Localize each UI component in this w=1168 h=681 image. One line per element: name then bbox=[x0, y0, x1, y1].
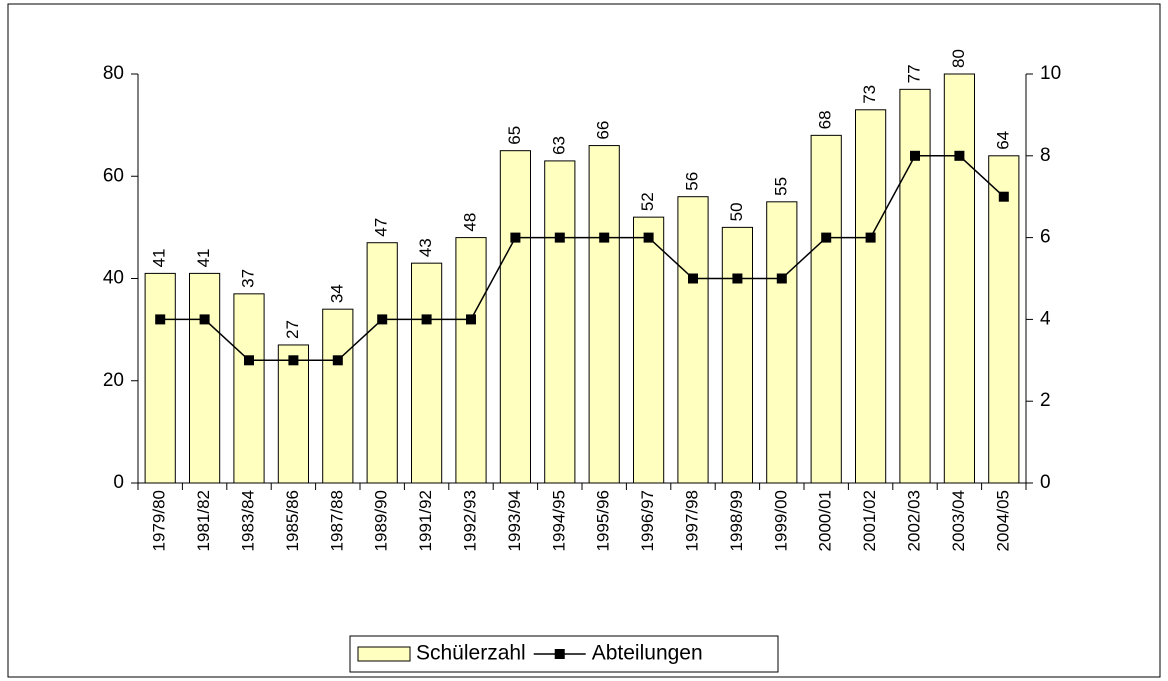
x-tick-label: 1996/97 bbox=[638, 490, 657, 551]
y-tick-label: 60 bbox=[103, 165, 124, 186]
x-tick-label: 2004/05 bbox=[993, 490, 1012, 551]
data-label: 77 bbox=[904, 64, 923, 83]
line-marker bbox=[643, 232, 654, 243]
data-label: 56 bbox=[682, 172, 701, 191]
line-marker bbox=[732, 273, 743, 284]
bar bbox=[277, 344, 309, 484]
data-label: 34 bbox=[327, 284, 346, 303]
line-marker bbox=[288, 355, 299, 366]
data-label: 43 bbox=[416, 238, 435, 257]
line-marker bbox=[688, 273, 698, 284]
x-tick-label: 1987/88 bbox=[327, 490, 346, 551]
data-label: 47 bbox=[372, 218, 391, 237]
x-tick-label: 1998/99 bbox=[727, 490, 746, 551]
bar bbox=[455, 237, 487, 484]
bar bbox=[544, 160, 576, 484]
bar bbox=[233, 293, 265, 484]
y-tick-label: 80 bbox=[103, 63, 124, 84]
data-label: 63 bbox=[549, 136, 568, 155]
x-tick-label: 1979/80 bbox=[150, 490, 169, 551]
legend-label: Schülerzahl bbox=[416, 642, 526, 665]
line-marker bbox=[510, 232, 521, 243]
x-tick-label: 1997/98 bbox=[682, 490, 701, 551]
x-tick-label: 1995/96 bbox=[594, 490, 613, 551]
line-marker bbox=[776, 273, 787, 284]
y-tick-label: 0 bbox=[113, 472, 124, 493]
line-marker bbox=[865, 232, 876, 243]
line-marker bbox=[421, 314, 432, 325]
line-marker bbox=[998, 191, 1009, 202]
bar bbox=[810, 134, 842, 484]
bar bbox=[766, 201, 798, 484]
bar bbox=[899, 88, 931, 484]
x-tick-label: 2002/03 bbox=[904, 490, 923, 551]
data-label: 41 bbox=[194, 248, 213, 267]
line-marker bbox=[244, 355, 254, 366]
y2-tick-label: 10 bbox=[1040, 63, 1061, 84]
bar bbox=[855, 109, 887, 484]
bar bbox=[411, 262, 443, 484]
data-label: 73 bbox=[860, 85, 879, 104]
bar bbox=[988, 155, 1020, 484]
x-tick-label: 1981/82 bbox=[194, 490, 213, 551]
data-label: 55 bbox=[771, 177, 790, 196]
line-marker bbox=[466, 314, 476, 325]
line-marker bbox=[910, 150, 920, 161]
y2-tick-label: 0 bbox=[1040, 472, 1051, 493]
x-tick-label: 1983/84 bbox=[238, 490, 257, 551]
x-tick-label: 1989/90 bbox=[372, 490, 391, 551]
bar bbox=[633, 216, 665, 484]
y2-tick-label: 2 bbox=[1040, 390, 1051, 411]
bar bbox=[588, 145, 620, 484]
bar bbox=[366, 242, 398, 484]
chart-frame bbox=[7, 3, 1161, 678]
x-tick-label: 1999/00 bbox=[771, 490, 790, 551]
line-marker bbox=[332, 355, 343, 366]
bar bbox=[189, 272, 221, 484]
data-label: 66 bbox=[594, 121, 613, 140]
line-marker bbox=[554, 232, 565, 243]
line-marker bbox=[377, 314, 388, 325]
legend-swatch bbox=[357, 646, 411, 662]
bar bbox=[721, 226, 753, 484]
bar bbox=[943, 73, 975, 484]
data-label: 68 bbox=[816, 110, 835, 129]
x-tick-label: 2001/02 bbox=[860, 490, 879, 551]
legend-swatch bbox=[554, 649, 565, 659]
bar bbox=[499, 150, 531, 484]
line-marker bbox=[821, 232, 832, 243]
data-label: 27 bbox=[283, 320, 302, 339]
data-label: 52 bbox=[638, 192, 657, 211]
data-label: 37 bbox=[238, 269, 257, 288]
data-label: 41 bbox=[150, 248, 169, 267]
legend-label: Abteilungen bbox=[592, 642, 703, 665]
y2-tick-label: 8 bbox=[1040, 145, 1051, 166]
x-tick-label: 2003/04 bbox=[949, 490, 968, 551]
line bbox=[160, 155, 1005, 362]
x-tick-label: 1993/94 bbox=[505, 490, 524, 551]
x-tick-label: 1994/95 bbox=[549, 490, 568, 551]
bar bbox=[322, 308, 354, 484]
y-tick-label: 20 bbox=[103, 370, 124, 391]
data-label: 50 bbox=[727, 202, 746, 221]
line-marker bbox=[199, 314, 210, 325]
line-marker bbox=[155, 314, 166, 325]
x-tick-label: 1985/86 bbox=[283, 490, 302, 551]
data-label: 48 bbox=[460, 213, 479, 232]
line-marker bbox=[954, 150, 965, 161]
data-label: 64 bbox=[993, 131, 1012, 150]
x-tick-label: 1992/93 bbox=[460, 490, 479, 551]
bar bbox=[677, 196, 709, 484]
y-tick-label: 40 bbox=[103, 268, 124, 289]
y2-tick-label: 6 bbox=[1040, 227, 1051, 248]
data-label: 80 bbox=[949, 49, 968, 68]
data-label: 65 bbox=[505, 126, 524, 145]
line-marker bbox=[599, 232, 610, 243]
x-tick-label: 1991/92 bbox=[416, 490, 435, 551]
bar bbox=[144, 272, 176, 484]
x-tick-label: 2000/01 bbox=[816, 490, 835, 551]
y2-tick-label: 4 bbox=[1040, 308, 1051, 329]
